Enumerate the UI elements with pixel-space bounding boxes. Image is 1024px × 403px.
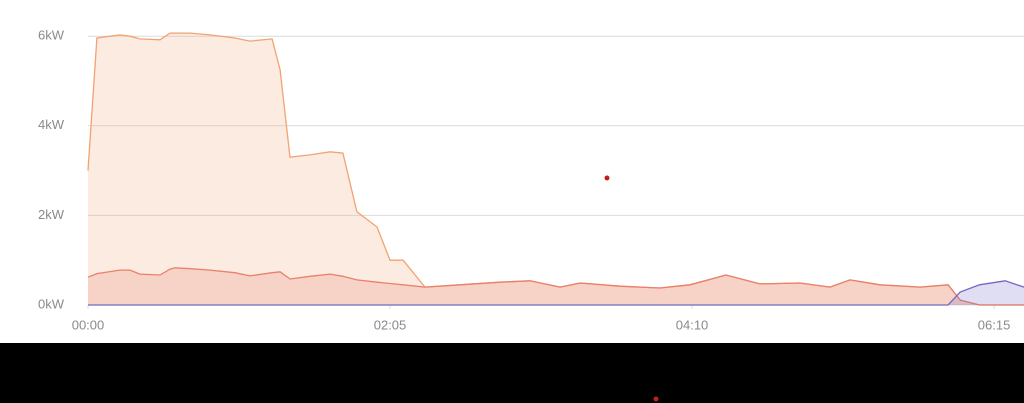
x-tick-label: 02:05 [374,317,407,332]
y-tick-label: 6kW [38,28,65,43]
line [87,267,1024,306]
area [88,33,1024,305]
line [88,280,1024,306]
y-tick-label: 0kW [38,296,65,311]
y-tick-label: 4kW [38,117,65,132]
marker-dot [604,175,610,181]
x-tick-label: 00:00 [72,317,105,332]
marker-dot [653,396,659,402]
y-tick-label: 2kW [38,207,65,222]
x-tick-label: 04:10 [676,317,709,332]
plot-area [87,32,1024,306]
x-tick-label: 06:15 [978,317,1011,332]
bottom-bar [0,343,1024,403]
